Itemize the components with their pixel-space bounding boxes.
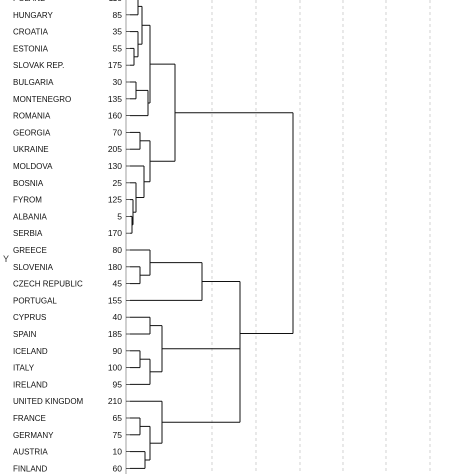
grid-lines <box>211 0 431 474</box>
leaf-label: CYPRUS <box>13 313 46 322</box>
leaf-label: ITALY <box>13 364 35 373</box>
leaf-label: FYROM <box>13 196 42 205</box>
y-axis-label: Y <box>3 254 9 264</box>
leaf-label: SPAIN <box>13 330 37 339</box>
leaf-label: PORTUGAL <box>13 296 57 305</box>
leaf-label: ICELAND <box>13 347 48 356</box>
leaf-id: 170 <box>108 228 122 238</box>
leaf-labels: POLAND 110 HUNGARY 85 CROATIA 35 ESTONIA 55 SLOV… <box>13 0 130 473</box>
leaf-id: 155 <box>108 295 122 305</box>
leaf-label: ALBANIA <box>13 212 47 221</box>
leaf-id: 80 <box>113 245 123 255</box>
leaf-id: 55 <box>113 43 123 53</box>
leaf-id: 85 <box>113 10 123 20</box>
leaf-id: 135 <box>108 94 122 104</box>
leaf-label: UNITED KINGDOM <box>13 397 84 406</box>
leaf-id: 75 <box>113 430 123 440</box>
leaf-id: 175 <box>108 60 122 70</box>
leaf-label: IRELAND <box>13 380 48 389</box>
leaf-label: ESTONIA <box>13 44 49 53</box>
leaf-label: BOSNIA <box>13 179 44 188</box>
leaf-label: FRANCE <box>13 414 46 423</box>
dendrogram-links <box>130 0 294 469</box>
leaf-label: ROMANIA <box>13 112 51 121</box>
leaf-id: 45 <box>113 279 123 289</box>
leaf-id: 40 <box>113 312 123 322</box>
leaf-id: 205 <box>108 144 122 154</box>
leaf-id: 95 <box>113 379 123 389</box>
leaf-label: GREECE <box>13 246 47 255</box>
leaf-label: FINLAND <box>13 464 47 473</box>
leaf-label: SLOVAK REP. <box>13 61 64 70</box>
leaf-id: 130 <box>108 161 122 171</box>
leaf-id: 100 <box>108 363 122 373</box>
leaf-id: 160 <box>108 111 122 121</box>
leaf-label: GERMANY <box>13 431 54 440</box>
leaf-id: 125 <box>108 195 122 205</box>
leaf-id: 10 <box>113 447 123 457</box>
leaf-label: SLOVENIA <box>13 263 54 272</box>
leaf-id: 25 <box>113 178 123 188</box>
leaf-label: HUNGARY <box>13 11 54 20</box>
leaf-id: 110 <box>108 0 122 3</box>
leaf-label: SERBIA <box>13 229 43 238</box>
leaf-label: AUSTRIA <box>13 448 48 457</box>
leaf-id: 35 <box>113 27 123 37</box>
leaf-id: 180 <box>108 262 122 272</box>
leaf-label: UKRAINE <box>13 145 49 154</box>
leaf-id: 210 <box>108 396 122 406</box>
leaf-id: 65 <box>113 413 123 423</box>
leaf-id: 30 <box>113 77 123 87</box>
leaf-id: 60 <box>113 463 123 473</box>
leaf-id: 5 <box>117 211 122 221</box>
leaf-label: MOLDOVA <box>13 162 53 171</box>
leaf-label: GEORGIA <box>13 128 51 137</box>
leaf-id: 90 <box>113 346 123 356</box>
leaf-label: MONTENEGRO <box>13 95 71 104</box>
leaf-id: 185 <box>108 329 122 339</box>
leaf-label: CZECH REPUBLIC <box>13 280 83 289</box>
leaf-id: 70 <box>113 127 123 137</box>
leaf-label: POLAND <box>13 0 46 3</box>
leaf-label: CROATIA <box>13 28 49 37</box>
leaf-label: BULGARIA <box>13 78 54 87</box>
